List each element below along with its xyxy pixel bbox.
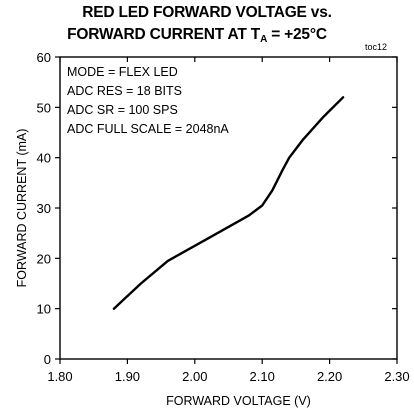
chart-title-line2: FORWARD CURRENT AT TA = +25°C	[0, 26, 404, 45]
x-axis-label: FORWARD VOLTAGE (V)	[166, 394, 311, 408]
y-tick-label: 30	[37, 201, 51, 216]
chart-title-line2-subscript: A	[260, 34, 268, 45]
annotation-line: ADC FULL SCALE = 2048nA	[67, 122, 229, 136]
chart-title-line1: RED LED FORWARD VOLTAGE vs.	[82, 4, 332, 21]
chart-title-line2-prefix: FORWARD CURRENT AT T	[67, 26, 261, 43]
annotation-line: ADC SR = 100 SPS	[67, 103, 178, 117]
x-tick-label: 2.20	[317, 369, 342, 384]
annotation-line: ADC RES = 18 BITS	[67, 84, 182, 98]
x-tick-label: 2.00	[182, 369, 207, 384]
y-tick-label: 60	[37, 50, 51, 65]
y-axis-label: FORWARD CURRENT (mA)	[15, 129, 29, 288]
x-tick-label: 2.30	[384, 369, 409, 384]
x-tick-label: 1.80	[47, 369, 72, 384]
x-tick-label: 1.90	[115, 369, 140, 384]
y-tick-label: 20	[37, 251, 51, 266]
chart-title-line2-suffix: = +25°C	[267, 26, 327, 43]
figure-tag: toc12	[365, 42, 388, 52]
series-line	[112, 96, 345, 310]
y-tick-label: 10	[37, 302, 51, 317]
y-tick-label: 40	[37, 151, 51, 166]
y-tick-label: 0	[44, 352, 51, 367]
y-tick-label: 50	[37, 100, 51, 115]
annotation-line: MODE = FLEX LED	[67, 65, 178, 79]
x-tick-label: 2.10	[250, 369, 275, 384]
